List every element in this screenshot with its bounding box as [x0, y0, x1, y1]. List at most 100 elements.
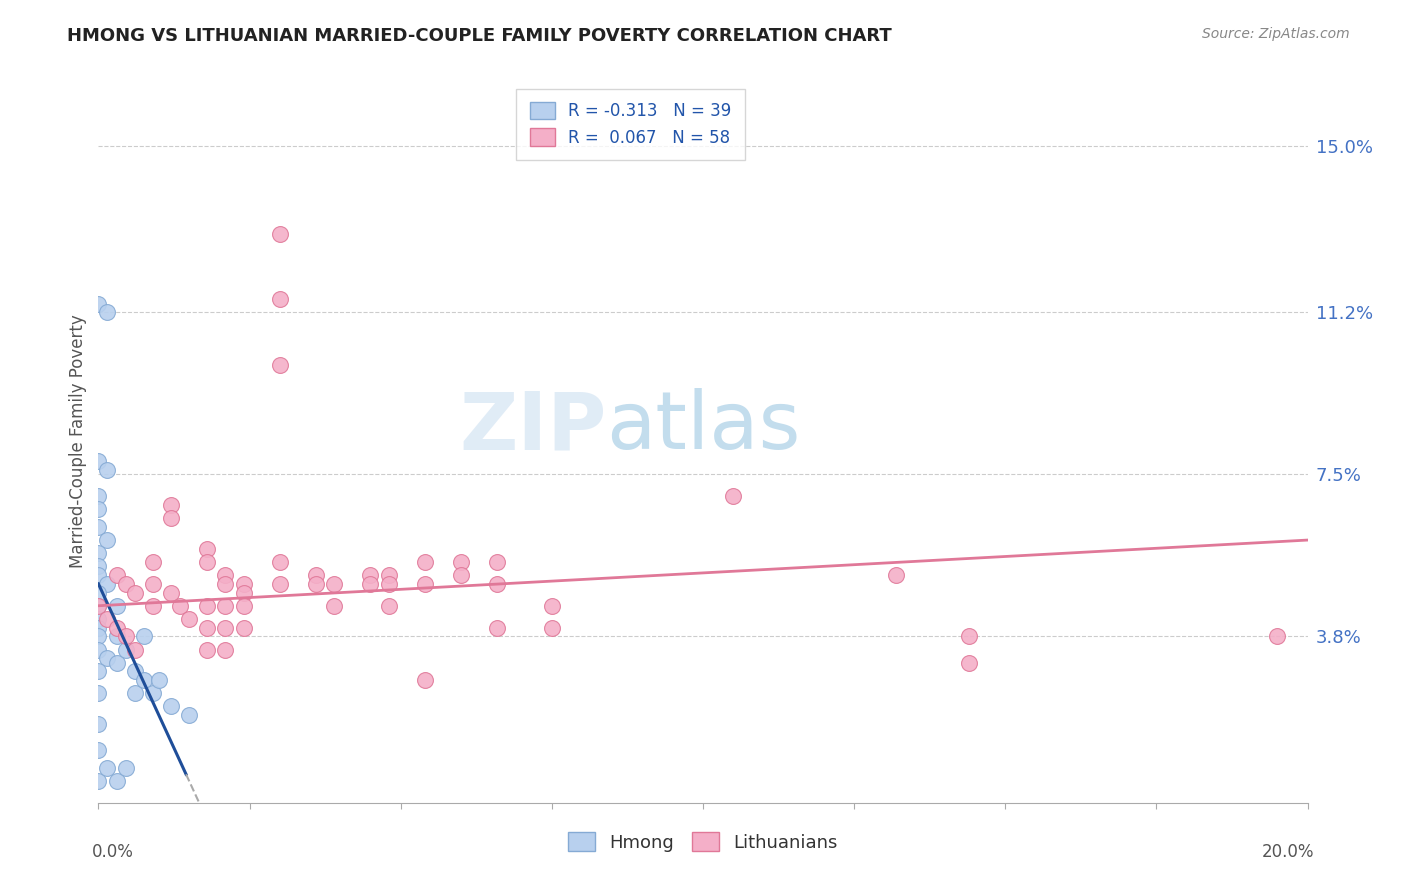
Point [413, 577, 436, 591]
Point [148, 673, 170, 688]
Point [179, 612, 201, 626]
Point [179, 708, 201, 723]
Point [87, 621, 110, 635]
Point [124, 686, 146, 700]
Text: 0.0%: 0.0% [91, 843, 134, 861]
Point [87, 686, 110, 700]
Point [87, 546, 110, 560]
Point [214, 642, 236, 657]
Point [87, 665, 110, 679]
Point [87, 502, 110, 516]
Point [957, 656, 980, 670]
Point [87, 642, 110, 657]
Point [105, 656, 128, 670]
Point [377, 577, 399, 591]
Text: atlas: atlas [606, 388, 800, 467]
Point [214, 621, 236, 635]
Point [269, 358, 291, 372]
Point [96, 577, 118, 591]
Point [360, 577, 382, 591]
Point [486, 577, 509, 591]
Point [540, 621, 562, 635]
Point [105, 621, 128, 635]
Point [87, 585, 110, 599]
Point [114, 761, 136, 775]
Point [232, 577, 254, 591]
Point [87, 743, 110, 757]
Point [142, 686, 165, 700]
Point [886, 568, 908, 582]
Point [87, 520, 110, 534]
Point [214, 568, 236, 582]
Point [377, 568, 399, 582]
Point [723, 489, 745, 503]
Point [96, 761, 118, 775]
Point [195, 541, 218, 556]
Point [160, 699, 183, 714]
Y-axis label: Married-Couple Family Poverty: Married-Couple Family Poverty [69, 315, 87, 568]
Point [96, 305, 118, 319]
Point [214, 577, 236, 591]
Point [96, 651, 118, 665]
Point [132, 673, 155, 688]
Point [124, 642, 146, 657]
Point [1267, 629, 1289, 643]
Point [269, 555, 291, 569]
Point [87, 489, 110, 503]
Text: ZIP: ZIP [458, 388, 606, 467]
Text: Source: ZipAtlas.com: Source: ZipAtlas.com [1202, 27, 1350, 41]
Point [114, 577, 136, 591]
Point [160, 498, 183, 512]
Point [96, 533, 118, 547]
Point [450, 555, 472, 569]
Point [232, 621, 254, 635]
Point [486, 621, 509, 635]
Point [360, 568, 382, 582]
Point [87, 296, 110, 310]
Point [142, 577, 165, 591]
Point [377, 599, 399, 613]
Legend: Hmong, Lithuanians: Hmong, Lithuanians [561, 825, 845, 859]
Text: HMONG VS LITHUANIAN MARRIED-COUPLE FAMILY POVERTY CORRELATION CHART: HMONG VS LITHUANIAN MARRIED-COUPLE FAMIL… [67, 27, 893, 45]
Point [132, 629, 155, 643]
Point [124, 665, 146, 679]
Point [142, 555, 165, 569]
Point [87, 454, 110, 468]
Point [87, 599, 110, 613]
Point [195, 642, 218, 657]
Point [87, 629, 110, 643]
Point [87, 773, 110, 788]
Point [87, 717, 110, 731]
Point [114, 629, 136, 643]
Point [214, 599, 236, 613]
Point [124, 585, 146, 599]
Point [305, 568, 328, 582]
Point [96, 463, 118, 477]
Point [413, 555, 436, 569]
Point [114, 642, 136, 657]
Point [142, 599, 165, 613]
Point [305, 577, 328, 591]
Point [105, 629, 128, 643]
Point [105, 599, 128, 613]
Point [87, 559, 110, 574]
Point [450, 568, 472, 582]
Point [269, 292, 291, 306]
Point [87, 568, 110, 582]
Point [269, 577, 291, 591]
Point [195, 599, 218, 613]
Point [96, 612, 118, 626]
Point [232, 585, 254, 599]
Point [87, 599, 110, 613]
Point [957, 629, 980, 643]
Point [105, 568, 128, 582]
Point [232, 599, 254, 613]
Point [323, 577, 346, 591]
Point [105, 773, 128, 788]
Point [169, 599, 191, 613]
Point [160, 511, 183, 525]
Point [87, 612, 110, 626]
Text: 20.0%: 20.0% [1263, 843, 1315, 861]
Point [195, 555, 218, 569]
Point [486, 555, 509, 569]
